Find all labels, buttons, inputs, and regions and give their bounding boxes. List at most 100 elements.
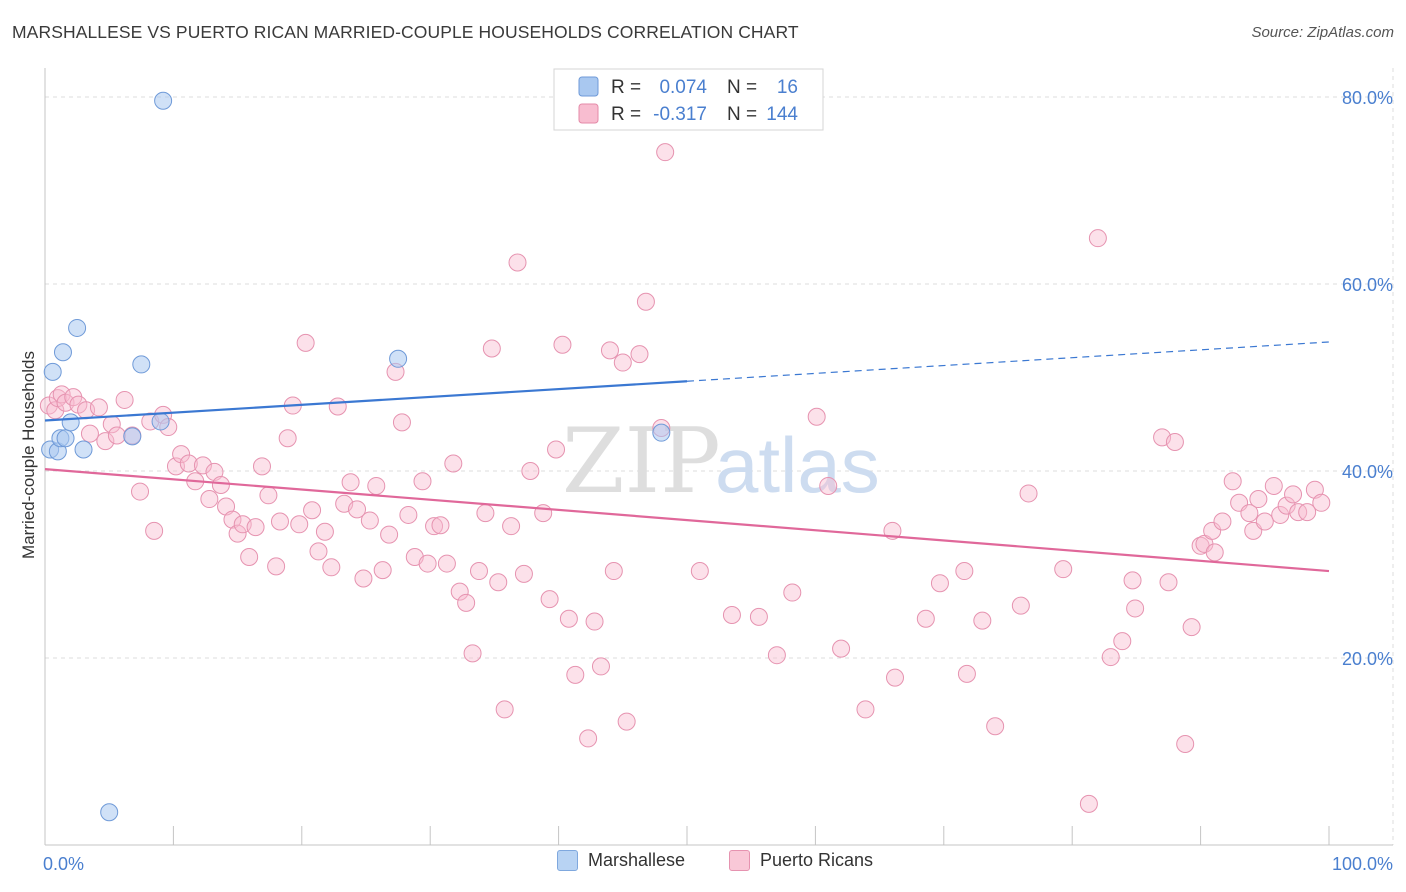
puerto-ricans-point: [579, 729, 598, 748]
puerto-ricans-trend-line: [44, 468, 1330, 573]
puerto-ricans-point: [807, 407, 826, 426]
legend-n-label: N =: [727, 104, 757, 125]
puerto-ricans-point: [521, 462, 540, 480]
puerto-ricans-point: [450, 582, 469, 601]
puerto-ricans-point: [832, 639, 851, 658]
puerto-ricans-point: [508, 253, 527, 272]
marshallese-trend-line: [44, 380, 688, 422]
legend-item-puerto-ricans[interactable]: Puerto Ricans: [729, 850, 873, 871]
legend-box: [553, 68, 824, 131]
puerto-ricans-point: [1126, 599, 1145, 618]
puerto-ricans-point: [322, 558, 341, 577]
puerto-ricans-point: [1203, 521, 1222, 540]
x-tick-label: 0.0%: [43, 854, 84, 874]
legend-r-label: R =: [611, 104, 641, 125]
puerto-ricans-point: [418, 554, 437, 573]
marshallese-point: [389, 349, 408, 368]
marshallese-point: [123, 427, 142, 446]
puerto-ricans-point: [252, 457, 271, 476]
puerto-ricans-point: [1298, 503, 1317, 522]
puerto-ricans-point: [495, 700, 514, 719]
puerto-ricans-point: [259, 486, 278, 505]
puerto-ricans-point: [1284, 485, 1303, 504]
puerto-ricans-point: [1113, 632, 1132, 651]
puerto-ricans-point: [211, 476, 230, 495]
puerto-ricans-point: [303, 501, 322, 520]
puerto-ricans-point: [193, 456, 212, 475]
marshallese-point: [68, 318, 87, 337]
puerto-ricans-point: [767, 646, 786, 665]
y-tick-label: 80.0%: [1342, 88, 1393, 108]
marshallese-point: [53, 343, 72, 362]
puerto-ricans-point: [489, 573, 508, 592]
puerto-ricans-point: [115, 390, 134, 409]
legend-r-value: -0.317: [653, 104, 707, 125]
puerto-ricans-point: [600, 341, 619, 360]
trend-lines: [44, 341, 1330, 573]
y-tick-label: 20.0%: [1342, 649, 1393, 669]
puerto-ricans-point: [973, 611, 992, 630]
puerto-ricans-point: [205, 462, 224, 481]
marshallese-point: [132, 355, 151, 374]
puerto-ricans-point: [267, 557, 286, 576]
puerto-ricans-point: [1271, 505, 1290, 524]
puerto-ricans-point: [617, 712, 636, 731]
puerto-ricans-point: [514, 564, 533, 583]
puerto-ricans-point: [172, 445, 191, 464]
legend-swatch-puerto-ricans: [729, 850, 750, 871]
x-tick-label: 100.0%: [1332, 854, 1393, 874]
puerto-ricans-point: [1277, 496, 1296, 515]
puerto-ricans-point: [392, 413, 411, 432]
puerto-ricans-point: [360, 511, 379, 530]
puerto-ricans-point: [856, 700, 875, 719]
puerto-ricans-point: [341, 473, 360, 492]
puerto-ricans-point: [886, 668, 905, 687]
puerto-ricans-point: [463, 644, 482, 663]
legend-top: R = 0.074 N = 16 R = -0.317 N = 144: [553, 68, 824, 131]
puerto-ricans-point: [89, 398, 108, 417]
puerto-ricans-point: [482, 339, 501, 358]
puerto-ricans-point: [1011, 596, 1030, 615]
puerto-ricans-point: [819, 476, 838, 495]
puerto-ricans-point: [296, 333, 315, 352]
puerto-ricans-point: [107, 426, 126, 445]
puerto-ricans-point: [957, 664, 976, 683]
marshallese-point: [652, 423, 671, 442]
puerto-ricans-point: [348, 500, 367, 519]
watermark: ZIP atlas: [562, 409, 880, 514]
puerto-ricans-point: [566, 665, 585, 684]
puerto-ricans-point: [290, 515, 309, 534]
puerto-ricans-point: [444, 454, 463, 473]
puerto-ricans-point: [223, 510, 242, 529]
puerto-ricans-point: [1019, 484, 1038, 503]
puerto-ricans-point: [200, 490, 219, 509]
legend-swatch-puerto-ricans: [578, 103, 599, 124]
puerto-ricans-point: [246, 518, 265, 537]
marshallese-point: [151, 412, 170, 431]
legend-swatch-marshallese: [578, 76, 599, 97]
legend-r-label: R =: [611, 77, 641, 98]
puerto-ricans-point: [413, 472, 432, 491]
puerto-ricans-point: [240, 548, 259, 567]
marshallese-point: [154, 91, 173, 110]
puerto-ricans-point: [916, 609, 935, 628]
puerto-ricans-point: [749, 607, 768, 626]
legend-item-marshallese[interactable]: Marshallese: [557, 850, 685, 871]
puerto-ricans-point: [309, 542, 328, 561]
puerto-ricans-point: [228, 524, 247, 543]
puerto-ricans-point: [1054, 560, 1073, 579]
puerto-ricans-point: [457, 593, 476, 612]
puerto-ricans-point: [1255, 512, 1274, 531]
puerto-ricans-point: [1182, 618, 1201, 637]
puerto-ricans-point: [431, 516, 450, 535]
puerto-ricans-point: [373, 561, 392, 580]
legend-r-value: 0.074: [659, 77, 707, 98]
legend-n-value: 144: [766, 104, 798, 125]
puerto-ricans-point: [783, 583, 802, 602]
puerto-ricans-point: [930, 574, 949, 593]
marshallese-point: [100, 803, 119, 822]
puerto-ricans-point: [656, 143, 675, 162]
puerto-ricans-point: [469, 562, 488, 581]
puerto-ricans-point: [636, 292, 655, 311]
puerto-ricans-point: [559, 609, 578, 628]
